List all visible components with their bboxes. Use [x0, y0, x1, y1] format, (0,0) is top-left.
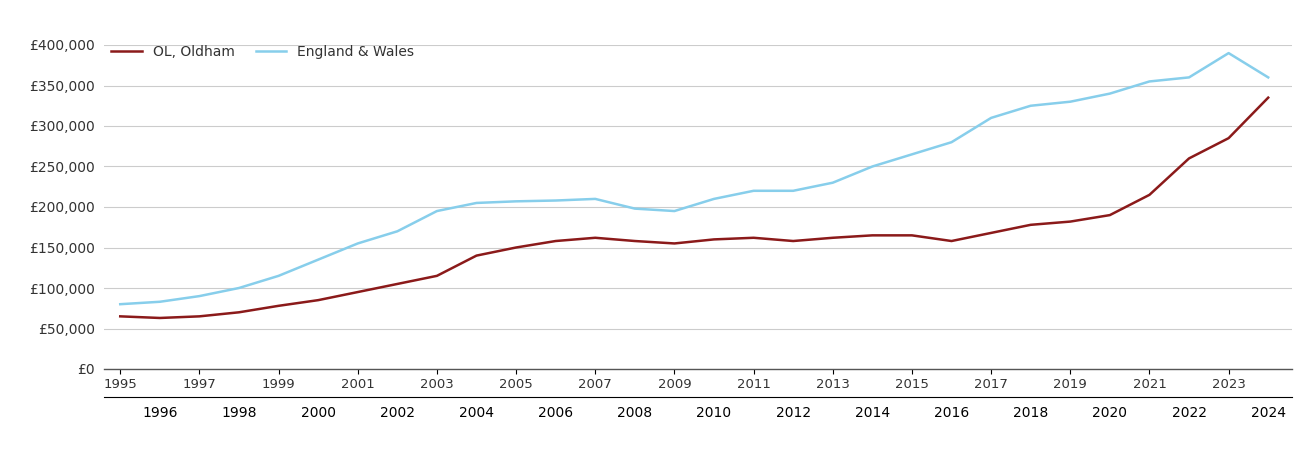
OL, Oldham: [508, 245, 523, 250]
England & Wales: [944, 140, 959, 145]
OL, Oldham: [468, 253, 484, 258]
OL, Oldham: [983, 230, 998, 236]
England & Wales: [1062, 99, 1078, 104]
Line: England & Wales: England & Wales: [120, 53, 1268, 304]
England & Wales: [1023, 103, 1039, 108]
England & Wales: [350, 241, 365, 246]
OL, Oldham: [706, 237, 722, 242]
England & Wales: [389, 229, 405, 234]
England & Wales: [667, 208, 683, 214]
England & Wales: [1142, 79, 1158, 84]
OL, Oldham: [350, 289, 365, 295]
OL, Oldham: [1062, 219, 1078, 224]
OL, Oldham: [151, 315, 167, 321]
England & Wales: [548, 198, 564, 203]
OL, Oldham: [667, 241, 683, 246]
England & Wales: [151, 299, 167, 305]
England & Wales: [626, 206, 642, 211]
OL, Oldham: [944, 238, 959, 244]
OL, Oldham: [429, 273, 445, 279]
OL, Oldham: [786, 238, 801, 244]
OL, Oldham: [270, 303, 286, 309]
England & Wales: [468, 200, 484, 206]
England & Wales: [231, 285, 247, 291]
OL, Oldham: [1142, 192, 1158, 198]
OL, Oldham: [864, 233, 880, 238]
England & Wales: [270, 273, 286, 279]
OL, Oldham: [112, 314, 128, 319]
England & Wales: [311, 257, 326, 262]
OL, Oldham: [1023, 222, 1039, 228]
England & Wales: [904, 152, 920, 157]
England & Wales: [825, 180, 840, 185]
Line: OL, Oldham: OL, Oldham: [120, 98, 1268, 318]
England & Wales: [112, 302, 128, 307]
England & Wales: [429, 208, 445, 214]
England & Wales: [745, 188, 761, 194]
OL, Oldham: [825, 235, 840, 240]
England & Wales: [1220, 50, 1236, 56]
OL, Oldham: [548, 238, 564, 244]
England & Wales: [1261, 75, 1276, 80]
OL, Oldham: [231, 310, 247, 315]
OL, Oldham: [311, 297, 326, 303]
OL, Oldham: [1101, 212, 1117, 218]
England & Wales: [1101, 91, 1117, 96]
OL, Oldham: [745, 235, 761, 240]
OL, Oldham: [192, 314, 207, 319]
OL, Oldham: [389, 281, 405, 287]
England & Wales: [786, 188, 801, 194]
England & Wales: [864, 164, 880, 169]
England & Wales: [192, 293, 207, 299]
OL, Oldham: [1261, 95, 1276, 100]
OL, Oldham: [587, 235, 603, 240]
Legend: OL, Oldham, England & Wales: OL, Oldham, England & Wales: [111, 45, 415, 59]
OL, Oldham: [626, 238, 642, 244]
England & Wales: [983, 115, 998, 121]
England & Wales: [508, 198, 523, 204]
OL, Oldham: [904, 233, 920, 238]
OL, Oldham: [1220, 135, 1236, 141]
England & Wales: [587, 196, 603, 202]
England & Wales: [706, 196, 722, 202]
England & Wales: [1181, 75, 1197, 80]
OL, Oldham: [1181, 156, 1197, 161]
